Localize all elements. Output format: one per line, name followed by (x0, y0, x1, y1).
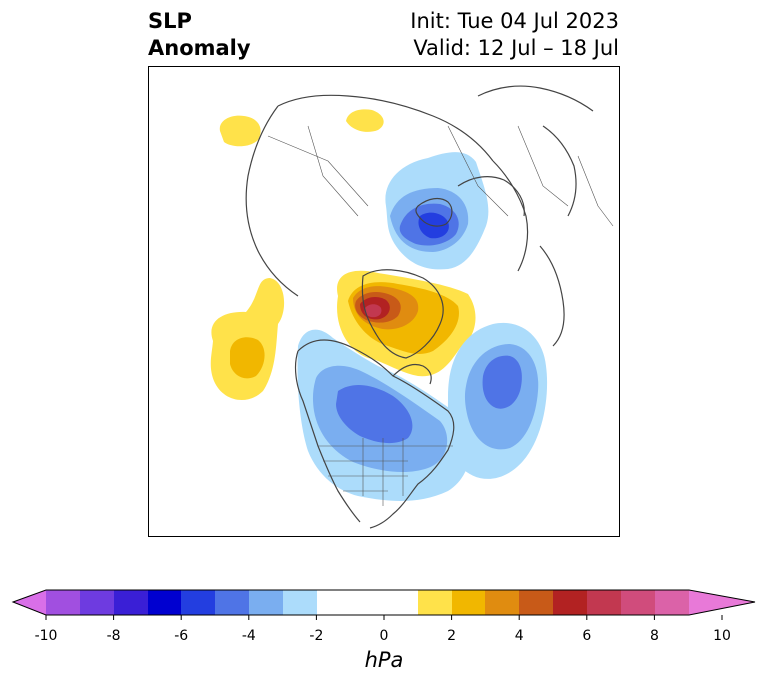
colorbar-bin-n4 (215, 590, 249, 615)
title-variable: SLP (148, 9, 192, 33)
colorbar-bin-p3 (452, 590, 485, 615)
colorbar-bin-n5 (181, 590, 215, 615)
colorbar-tick-label: 4 (515, 628, 524, 644)
colorbar-tick-label: 6 (582, 628, 591, 644)
colorbar-bin-p6 (553, 590, 587, 615)
colorbar-tick-label: -2 (309, 628, 323, 644)
positive-anomaly-pacific (210, 278, 285, 401)
colorbar-bin-p8 (621, 590, 655, 615)
colorbar-bin-p2 (418, 590, 452, 615)
map-title: SLP Anomaly (148, 8, 251, 62)
colorbar-overflow (689, 590, 755, 615)
colorbar-tick-label: -4 (242, 628, 256, 644)
colorbar-bin-n3 (249, 590, 283, 615)
colorbar-bin-p9 (655, 590, 689, 615)
map-frame (148, 66, 620, 537)
colorbar-bin-p4 (485, 590, 519, 615)
colorbar-tick-label: 8 (650, 628, 659, 644)
negative-anomaly-north-america (297, 329, 471, 501)
map-dates: Init: Tue 04 Jul 2023 Valid: 12 Jul – 18… (410, 8, 619, 62)
colorbar-bin-n9 (46, 590, 80, 615)
coastlines (245, 85, 594, 529)
colorbar-tick-label: -10 (35, 628, 58, 644)
colorbar-tick-label: 0 (380, 628, 389, 644)
colorbar-bin-n7 (114, 590, 148, 615)
political-borders (267, 125, 614, 506)
title-quantity: Anomaly (148, 36, 251, 60)
colorbar-unit: hPa (364, 648, 404, 672)
valid-period: Valid: 12 Jul – 18 Jul (413, 36, 619, 60)
positive-patch-siberia (219, 115, 261, 147)
colorbar-underflow (13, 590, 46, 615)
negative-anomaly-atlantic (447, 322, 548, 479)
positive-patch-arctic (346, 109, 384, 132)
colorbar-bin-p5 (519, 590, 553, 615)
colorbar-bin-n8 (80, 590, 114, 615)
colorbar: -10 -8 -6 -4 -2 0 2 4 6 8 10 hPa (0, 588, 768, 686)
colorbar-bin-n6 (148, 590, 181, 615)
anomaly-map (148, 66, 620, 537)
colorbar-bin-zero (317, 590, 418, 615)
colorbar-tick-label: 2 (447, 628, 456, 644)
colorbar-tick-label: 10 (713, 628, 731, 644)
colorbar-bin-n2 (283, 590, 317, 615)
colorbar-tick-label: -6 (174, 628, 188, 644)
colorbar-bin-p7 (587, 590, 621, 615)
colorbar-tick-label: -8 (107, 628, 121, 644)
init-date: Init: Tue 04 Jul 2023 (410, 9, 619, 33)
